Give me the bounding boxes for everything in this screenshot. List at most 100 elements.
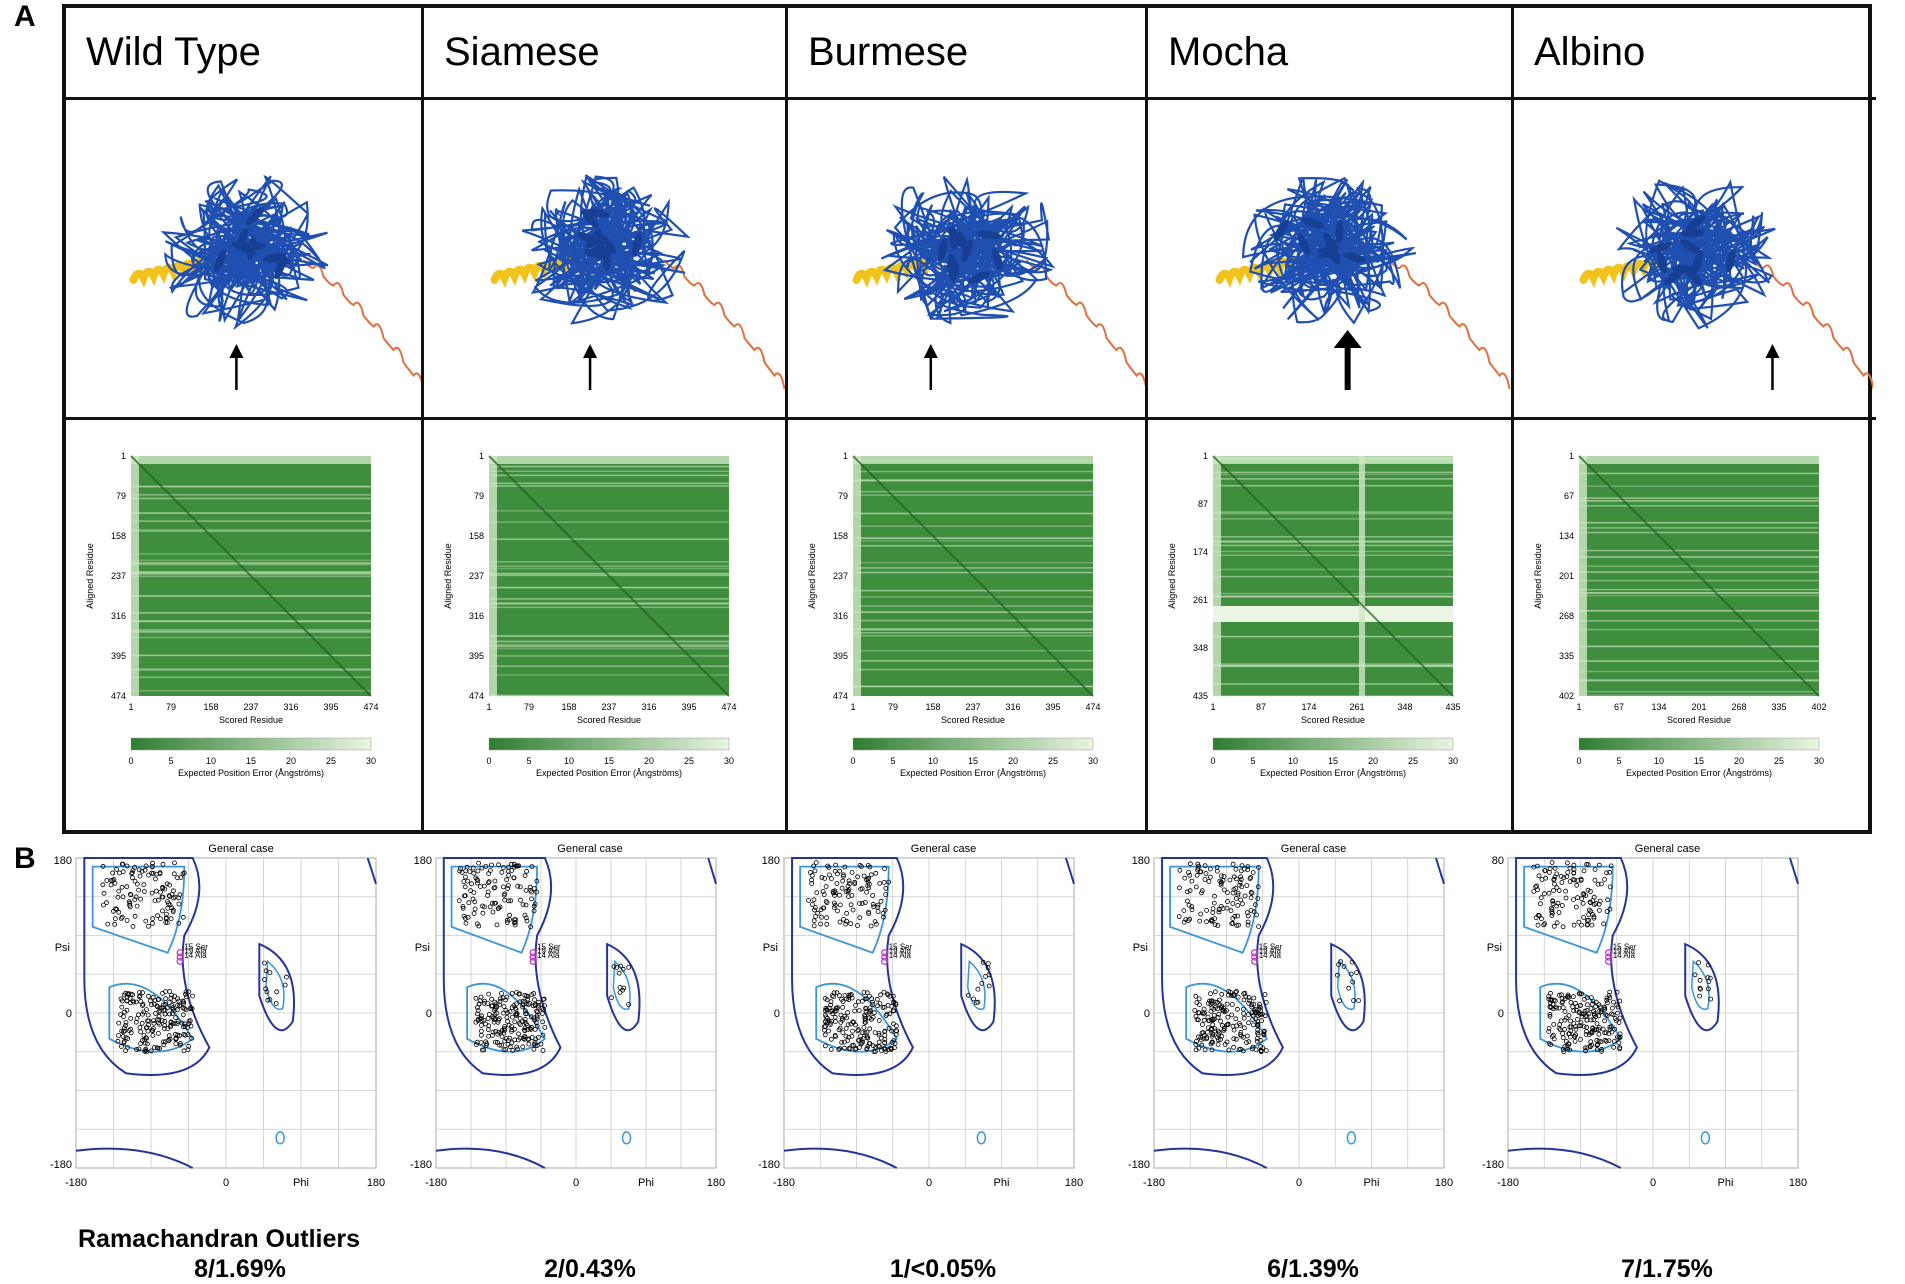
pae-y-tick: 237: [833, 571, 848, 581]
pae-colorbar: [1578, 737, 1820, 751]
pae-y-tick: 87: [1198, 499, 1208, 509]
outlier-point: [881, 957, 889, 965]
colorbar-tick: 15: [968, 756, 978, 766]
protein-structure-cell: [1148, 100, 1511, 420]
rama-contour-outer: [83, 857, 211, 1076]
pae-x-tick: 1: [850, 702, 855, 712]
pae-y-tick: 237: [111, 571, 126, 581]
colorbar-tick: 30: [366, 756, 376, 766]
pae-x-tick: 174: [1301, 702, 1316, 712]
rama-contour-outer: [442, 857, 562, 1076]
protein-structure-cell: [66, 100, 421, 420]
pae-y-tick: 268: [1559, 611, 1574, 621]
ramachandran-plot-siamese: General case 15 Ser 19 Ala 14 Ala 180 0 -180 Ps…: [400, 838, 740, 1213]
arrow-icon: [229, 344, 244, 390]
pae-plot-cell: 1 1 87 87 174 174 261 261 348 348 435 435 Scored Res…: [1148, 420, 1511, 832]
colorbar-tick: 25: [1408, 756, 1418, 766]
variant-title-cell: Siamese: [424, 8, 785, 100]
pae-x-tick: 87: [1256, 702, 1266, 712]
pae-x-tick: 1: [128, 702, 133, 712]
pae-x-tick: 201: [1691, 702, 1706, 712]
variant-title: Burmese: [808, 30, 969, 74]
rama-contour-outer: [1515, 857, 1639, 1076]
colorbar-tick: 0: [1210, 756, 1215, 766]
outlier-tag: 19 Ala: [1259, 947, 1282, 956]
colorbar-tick: 10: [564, 756, 574, 766]
pae-colorbar: [1212, 737, 1454, 751]
pae-x-tick: 67: [1614, 702, 1624, 712]
outlier-tag: 14 Ala: [184, 951, 207, 960]
outlier-point: [1251, 957, 1259, 965]
colorbar-tick: 0: [1576, 756, 1581, 766]
colorbar-tick: 30: [1448, 756, 1458, 766]
outlier-tag: 15 Ser: [1613, 942, 1637, 951]
rama-x-tick: -180: [425, 1177, 447, 1189]
rama-psi-label: Psi: [763, 942, 778, 954]
protein-fold: [521, 174, 691, 325]
arrow-icon: [923, 344, 938, 390]
pae-x-tick: 335: [1771, 702, 1786, 712]
pae-y-tick: 435: [1193, 691, 1208, 701]
variant-column-siamese: Siamese 1 1 79 79 158 158 237 237 316 316 395 395 474…: [424, 8, 788, 830]
panel-label-a: A: [14, 0, 36, 33]
colorbar-tick: 20: [644, 756, 654, 766]
outlier-tag: 14 Ala: [889, 951, 912, 960]
disordered-tail: [663, 259, 785, 390]
rama-contour-outer: [1161, 857, 1285, 1076]
protein-structure-cell: [788, 100, 1145, 420]
rama-x-tick: 0: [926, 1177, 932, 1189]
colorbar-tick: 10: [206, 756, 216, 766]
arrow-icon: [583, 344, 598, 390]
rama-y-bottom: -180: [1128, 1159, 1150, 1171]
outlier-tag: 14 Ala: [537, 951, 560, 960]
pae-y-tick: 1: [1203, 451, 1208, 461]
pae-y-tick: 316: [111, 611, 126, 621]
rama-y-top: 180: [54, 855, 72, 867]
n-terminal-helix: [490, 255, 579, 288]
pae-plot: 1 1 87 87 174 174 261 261 348 348 435 435 Scored Res…: [1167, 451, 1461, 778]
ramachandran-outlier-value: 7/1.75%: [1621, 1255, 1713, 1283]
rama-x-tick: -180: [1497, 1177, 1519, 1189]
variant-column-wild-type: Wild Type 1 1 79 79 158 158 237 237 316 316 395 395 4…: [66, 8, 424, 830]
panel-label-b: B: [14, 842, 36, 875]
pae-y-tick: 1: [1569, 451, 1574, 461]
outlier-point: [176, 949, 184, 957]
rama-x-tick: 180: [1065, 1177, 1083, 1189]
rama-x-tick: 0: [1650, 1177, 1656, 1189]
pae-x-tick: 79: [166, 702, 176, 712]
outlier-point: [529, 953, 537, 961]
pae-y-tick: 201: [1559, 571, 1574, 581]
rama-title: General case: [911, 843, 976, 855]
pae-x-tick: 395: [681, 702, 696, 712]
arrow-icon: [1333, 330, 1362, 390]
ramachandran-outlier-value: 8/1.69%: [194, 1255, 286, 1283]
pae-x-tick: 348: [1397, 702, 1412, 712]
variant-column-mocha: Mocha 1 1 87 87 174 174 261 261 348 348 435 435 Score…: [1148, 8, 1514, 830]
pae-x-tick: 237: [601, 702, 616, 712]
pae-x-tick: 237: [965, 702, 980, 712]
colorbar-label: Expected Position Error (Ångströms): [178, 768, 324, 778]
variant-title: Albino: [1534, 30, 1646, 74]
colorbar-tick: 20: [1008, 756, 1018, 766]
rama-y-mid: 0: [1498, 1008, 1504, 1020]
colorbar-tick: 25: [326, 756, 336, 766]
pae-y-tick: 1: [121, 451, 126, 461]
pae-y-tick: 158: [833, 531, 848, 541]
variant-title-cell: Wild Type: [66, 8, 421, 100]
outlier-point: [529, 949, 537, 957]
pae-y-tick: 1: [843, 451, 848, 461]
outlier-tag: 15 Ser: [184, 942, 208, 951]
protein-fold: [1241, 176, 1417, 325]
colorbar-tick: 15: [1694, 756, 1704, 766]
rama-x-tick: -180: [1143, 1177, 1165, 1189]
protein-fold: [160, 175, 329, 331]
ramachandran-plot-albino: General case 15 Ser 19 Ala 14 Ala 80 0 -180 Psi…: [1472, 838, 1822, 1213]
pae-x-tick: 395: [1045, 702, 1060, 712]
colorbar-label: Expected Position Error (Ångströms): [1260, 768, 1406, 778]
protein-fold: [1615, 178, 1776, 330]
outlier-point: [176, 957, 184, 965]
outlier-tag: 19 Ala: [1613, 947, 1636, 956]
rama-contour-inner: [1169, 865, 1268, 1053]
pae-x-tick: 237: [243, 702, 258, 712]
pae-x-tick: 158: [925, 702, 940, 712]
